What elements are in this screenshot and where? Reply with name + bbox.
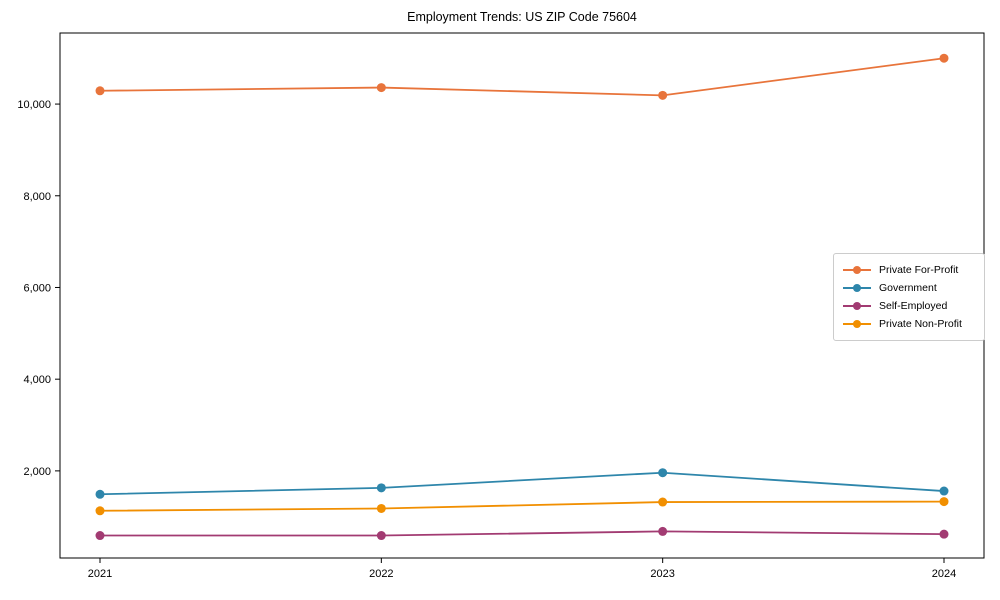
series-point-self-employed-2023 [658,526,668,536]
series-point-self-employed-2021 [95,531,105,541]
series-point-private-non-profit-2021 [95,506,105,516]
legend-label: Private Non-Profit [879,318,962,330]
legend-line-dot-icon [843,265,871,275]
series-point-government-2022 [376,483,386,493]
series-point-private-for-profit-2024 [939,53,949,63]
legend-item-government: Government [843,279,975,297]
legend-item-private-non-profit: Private Non-Profit [843,315,975,333]
series-point-self-employed-2022 [376,531,386,541]
series-line-government [99,471,945,496]
legend-line-dot-icon [843,283,871,293]
chart-title: Employment Trends: US ZIP Code 75604 [407,10,637,24]
legend: Private For-Profit Government Self-Emplo… [833,253,985,341]
series-line-private-non-profit [99,500,945,512]
series-point-private-non-profit-2022 [376,503,386,513]
series-point-private-for-profit-2021 [95,86,105,96]
series-point-private-non-profit-2023 [658,497,668,507]
series-point-self-employed-2024 [939,529,949,539]
x-axis-tick-label: 2022 [369,568,393,580]
x-axis-tick-label: 2023 [650,568,674,580]
series-point-private-non-profit-2024 [939,497,949,507]
legend-item-private-for-profit: Private For-Profit [843,261,975,279]
legend-label: Self-Employed [879,300,948,312]
legend-line-dot-icon [843,319,871,329]
series-point-government-2024 [939,486,949,496]
y-axis-tick-label: 6,000 [23,282,51,294]
series-point-government-2023 [658,468,668,478]
series-point-private-for-profit-2022 [376,83,386,93]
y-axis-tick-label: 4,000 [23,374,51,386]
y-axis-tick-label: 8,000 [23,191,51,203]
series-point-private-for-profit-2023 [658,90,668,100]
y-axis-tick-label: 2,000 [23,466,51,478]
legend-item-self-employed: Self-Employed [843,297,975,315]
series-line-self-employed [100,530,945,537]
series-line-private-for-profit [99,57,945,97]
legend-label: Government [879,282,937,294]
x-axis-tick-label: 2021 [88,568,112,580]
series-point-government-2021 [95,489,105,499]
legend-label: Private For-Profit [879,264,959,276]
legend-line-dot-icon [843,301,871,311]
x-axis-tick-label: 2024 [932,568,956,580]
y-axis-tick-label: 10,000 [17,99,51,111]
